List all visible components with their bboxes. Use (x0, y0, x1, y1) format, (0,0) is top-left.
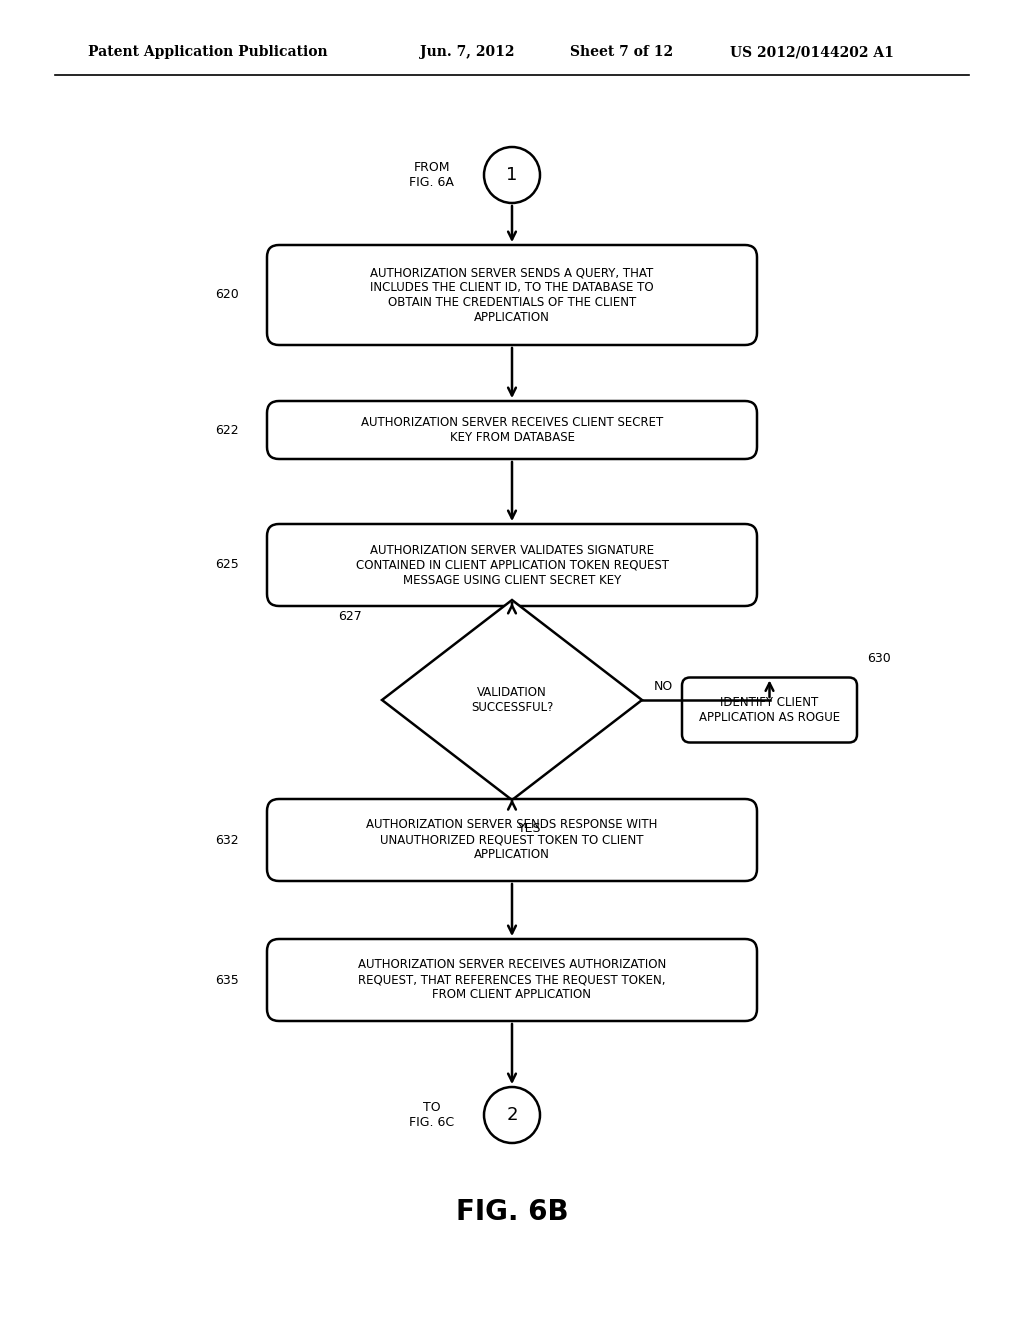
Text: 622: 622 (215, 424, 239, 437)
FancyBboxPatch shape (267, 524, 757, 606)
Text: FIG. 6B: FIG. 6B (456, 1199, 568, 1226)
Text: AUTHORIZATION SERVER SENDS RESPONSE WITH
UNAUTHORIZED REQUEST TOKEN TO CLIENT
AP: AUTHORIZATION SERVER SENDS RESPONSE WITH… (367, 818, 657, 862)
Text: 627: 627 (338, 610, 362, 623)
Text: 625: 625 (215, 558, 239, 572)
Text: 620: 620 (215, 289, 239, 301)
Polygon shape (382, 601, 642, 800)
Text: TO
FIG. 6C: TO FIG. 6C (409, 1101, 454, 1129)
Text: Jun. 7, 2012: Jun. 7, 2012 (420, 45, 514, 59)
Text: IDENTIFY CLIENT
APPLICATION AS ROGUE: IDENTIFY CLIENT APPLICATION AS ROGUE (699, 696, 840, 723)
Text: 632: 632 (215, 833, 239, 846)
Text: Sheet 7 of 12: Sheet 7 of 12 (570, 45, 673, 59)
Text: US 2012/0144202 A1: US 2012/0144202 A1 (730, 45, 894, 59)
Text: FROM
FIG. 6A: FROM FIG. 6A (410, 161, 454, 189)
Circle shape (484, 147, 540, 203)
Circle shape (484, 1086, 540, 1143)
Text: AUTHORIZATION SERVER SENDS A QUERY, THAT
INCLUDES THE CLIENT ID, TO THE DATABASE: AUTHORIZATION SERVER SENDS A QUERY, THAT… (371, 267, 653, 323)
Text: Patent Application Publication: Patent Application Publication (88, 45, 328, 59)
Text: NO: NO (654, 680, 673, 693)
Text: 630: 630 (867, 652, 891, 665)
FancyBboxPatch shape (267, 799, 757, 880)
FancyBboxPatch shape (267, 401, 757, 459)
Text: AUTHORIZATION SERVER RECEIVES CLIENT SECRET
KEY FROM DATABASE: AUTHORIZATION SERVER RECEIVES CLIENT SEC… (360, 416, 664, 444)
Text: YES: YES (518, 822, 542, 836)
Text: 2: 2 (506, 1106, 518, 1125)
Text: 1: 1 (506, 166, 518, 183)
FancyBboxPatch shape (682, 677, 857, 742)
FancyBboxPatch shape (267, 246, 757, 345)
FancyBboxPatch shape (267, 939, 757, 1020)
Text: VALIDATION
SUCCESSFUL?: VALIDATION SUCCESSFUL? (471, 686, 553, 714)
Text: 635: 635 (215, 974, 239, 986)
Text: AUTHORIZATION SERVER RECEIVES AUTHORIZATION
REQUEST, THAT REFERENCES THE REQUEST: AUTHORIZATION SERVER RECEIVES AUTHORIZAT… (357, 958, 667, 1002)
Text: AUTHORIZATION SERVER VALIDATES SIGNATURE
CONTAINED IN CLIENT APPLICATION TOKEN R: AUTHORIZATION SERVER VALIDATES SIGNATURE… (355, 544, 669, 586)
